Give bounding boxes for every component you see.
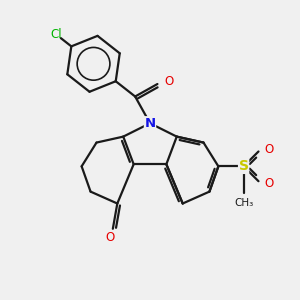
- Text: Cl: Cl: [51, 28, 62, 41]
- Text: O: O: [105, 231, 115, 244]
- Text: S: S: [238, 159, 249, 173]
- Text: O: O: [264, 177, 274, 190]
- Text: O: O: [264, 142, 274, 156]
- Text: O: O: [164, 75, 173, 88]
- Text: N: N: [144, 117, 156, 130]
- Text: CH₃: CH₃: [234, 198, 253, 208]
